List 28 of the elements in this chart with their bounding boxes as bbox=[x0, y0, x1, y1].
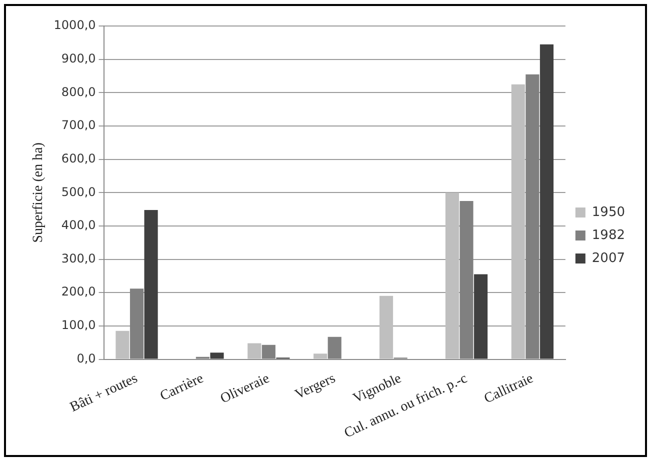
legend-label: 1982 bbox=[592, 228, 626, 243]
bar bbox=[540, 44, 554, 359]
x-tick-label: Vergers bbox=[292, 371, 338, 403]
bar bbox=[379, 296, 394, 359]
y-tick-label: 800,0 bbox=[61, 84, 96, 99]
y-tick-label: 1000,0 bbox=[54, 18, 96, 32]
y-tick-label: 700,0 bbox=[61, 118, 96, 132]
y-axis-title: Superficie (en ha) bbox=[31, 142, 46, 243]
bar bbox=[474, 274, 488, 359]
y-tick-label: 900,0 bbox=[61, 51, 96, 66]
y-tick-label: 400,0 bbox=[61, 218, 96, 232]
bar bbox=[445, 192, 459, 359]
legend-label: 2007 bbox=[592, 250, 626, 266]
bar bbox=[511, 84, 525, 359]
x-tick-label: Carrière bbox=[158, 371, 206, 404]
bar bbox=[116, 330, 130, 359]
x-tick-label: Bâti + routes bbox=[68, 371, 140, 416]
bar bbox=[210, 352, 224, 359]
bar bbox=[248, 343, 262, 359]
legend-label: 1950 bbox=[592, 204, 626, 220]
y-tick-label: 300,0 bbox=[61, 251, 96, 266]
bar bbox=[144, 210, 158, 359]
y-tick-label: 100,0 bbox=[61, 318, 96, 332]
y-tick-label: 500,0 bbox=[61, 184, 96, 199]
y-tick-label: 200,0 bbox=[61, 284, 96, 299]
bar bbox=[314, 354, 328, 359]
y-tick-label: 0,0 bbox=[76, 351, 96, 366]
y-tick-label: 600,0 bbox=[61, 151, 96, 166]
